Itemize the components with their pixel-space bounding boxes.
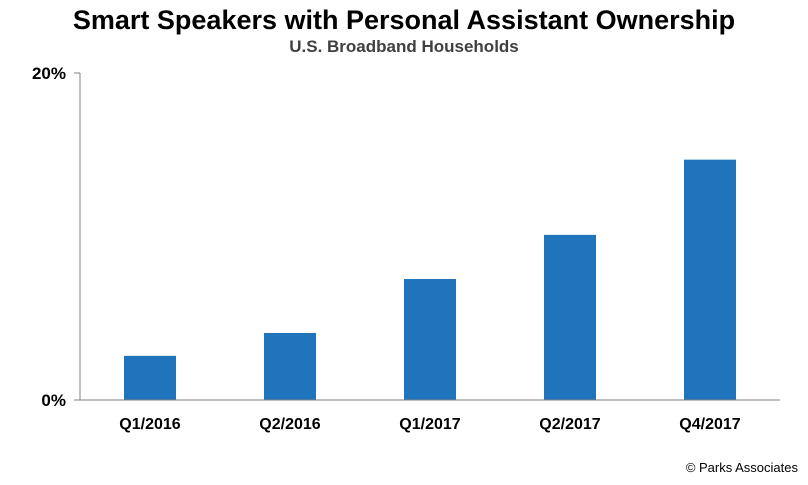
chart-title: Smart Speakers with Personal Assistant O… xyxy=(72,5,736,35)
y-tick-label: 20% xyxy=(32,64,66,83)
bar-q4-2017 xyxy=(684,159,736,400)
bar-q2-2017 xyxy=(544,234,596,400)
x-tick-label: Q2/2016 xyxy=(259,416,320,433)
source-credit: © Parks Associates xyxy=(685,460,798,475)
x-tick-label: Q1/2017 xyxy=(399,416,460,433)
x-tick-label: Q4/2017 xyxy=(679,416,740,433)
bar-q1-2016 xyxy=(124,355,176,400)
x-tick-label: Q2/2017 xyxy=(539,416,600,433)
bar-q2-2016 xyxy=(264,332,316,400)
x-tick-label: Q1/2016 xyxy=(119,416,180,433)
y-tick-label: 0% xyxy=(41,391,66,410)
x-tick-labels: Q1/2016 Q2/2016 Q1/2017 Q2/2017 Q4/2017 xyxy=(119,416,740,433)
chart-subtitle: U.S. Broadband Households xyxy=(289,37,519,56)
bar-q1-2017 xyxy=(404,279,456,400)
bars-layer xyxy=(124,159,736,400)
y-ticks: 0% 20% xyxy=(32,64,80,410)
